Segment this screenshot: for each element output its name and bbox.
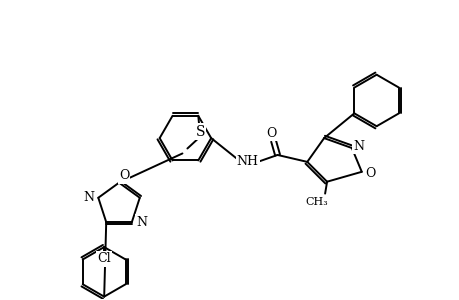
- Text: N: N: [353, 140, 364, 152]
- Text: NH: NH: [236, 155, 258, 168]
- Text: N: N: [83, 191, 94, 204]
- Text: O: O: [118, 169, 129, 182]
- Text: S: S: [195, 125, 205, 139]
- Text: O: O: [365, 167, 375, 180]
- Text: CH₃: CH₃: [305, 196, 328, 206]
- Text: O: O: [266, 127, 276, 140]
- Text: N: N: [136, 216, 147, 229]
- Text: Cl: Cl: [97, 253, 111, 266]
